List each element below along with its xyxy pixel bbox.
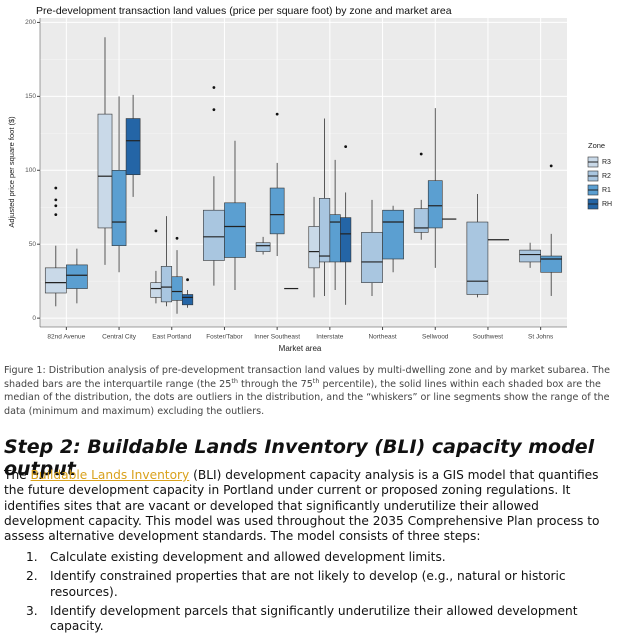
outlier	[175, 236, 179, 240]
box	[66, 264, 88, 289]
caption-superscript: th	[231, 376, 238, 385]
x-tick-label: Inner Southeast	[254, 334, 300, 341]
legend-title: Zone	[588, 141, 605, 150]
legend-label: R2	[602, 173, 611, 180]
paragraph: The Buildable Lands Inventory (BLI) deve…	[4, 468, 620, 544]
x-tick-label: East Portland	[152, 334, 191, 341]
step-number: 1.	[26, 550, 38, 564]
outlier	[419, 152, 423, 156]
outlier	[54, 204, 58, 208]
x-tick-label: Foster/Tabor	[206, 334, 243, 341]
box	[160, 266, 173, 303]
box	[255, 242, 271, 252]
chart-title: Pre-development transaction land values …	[36, 5, 452, 17]
box	[413, 208, 429, 233]
box	[171, 276, 183, 301]
outlier	[212, 86, 216, 89]
x-tick-label: Central City	[102, 334, 137, 341]
box	[319, 198, 331, 263]
outlier	[154, 229, 158, 233]
box	[44, 267, 67, 294]
outlier	[275, 112, 279, 116]
link[interactable]: Buildable Lands Inventory	[30, 468, 190, 482]
box	[308, 226, 320, 269]
y-tick-label: 100	[25, 167, 36, 174]
caption-superscript: th	[312, 376, 320, 385]
box	[382, 209, 404, 260]
step: 1. Calculate existing development and all…	[26, 550, 606, 565]
step-number: 2.	[26, 569, 38, 584]
x-tick-label: Interstate	[316, 334, 343, 341]
figure-caption: Figure 1: Distribution analysis of pre-d…	[4, 364, 616, 418]
outlier	[212, 108, 216, 112]
legend-label: R1	[602, 187, 611, 194]
box	[540, 255, 563, 273]
outlier	[186, 278, 189, 282]
step: 3. Identify development parcels that sign…	[26, 604, 606, 635]
legend-label: R3	[602, 159, 611, 166]
box	[125, 118, 141, 176]
caption-text: through the 75	[238, 378, 313, 390]
box	[203, 209, 225, 261]
box	[340, 217, 352, 263]
box	[111, 169, 127, 246]
box	[361, 232, 383, 283]
step-number: 3.	[26, 603, 38, 618]
y-tick-label: 0	[32, 315, 36, 322]
y-tick-label: 150	[25, 93, 36, 100]
outlier	[54, 186, 58, 190]
y-axis-label: Adjusted price per square foot ($)	[7, 116, 16, 228]
legend-label: RH	[602, 201, 612, 208]
box	[269, 187, 285, 235]
paragraph-text: (BLI) development capacity analysis is a…	[4, 468, 600, 544]
y-tick-label: 200	[25, 19, 36, 26]
steps-list: 1. Calculate existing development and all…	[26, 550, 606, 638]
y-tick-label: 50	[29, 241, 37, 248]
caption-text: Figure 1: Distribution analysis of pre-d…	[4, 365, 611, 390]
x-tick-label: St Johns	[528, 334, 554, 341]
step-text: Calculate existing development and allow…	[50, 550, 446, 564]
caption-text: percentile), the solid lines within each…	[4, 378, 610, 417]
x-tick-label: Sellwood	[422, 334, 449, 341]
section-heading: Step 2: Buildable Lands Inventory (BLI) …	[4, 436, 595, 480]
box	[150, 282, 162, 298]
box	[427, 180, 443, 229]
outlier	[54, 198, 58, 202]
outlier	[549, 164, 553, 168]
chart: Pre-development transaction land values …	[6, 4, 613, 354]
outlier	[344, 145, 348, 149]
x-tick-label: Southwest	[473, 334, 504, 341]
step-text: Identify constrained properties that are…	[50, 569, 566, 599]
x-axis-label: Market area	[279, 344, 322, 353]
x-tick-label: 82nd Avenue	[47, 334, 85, 341]
x-tick-label: Northeast	[368, 334, 396, 341]
box	[181, 294, 194, 306]
box	[97, 113, 113, 229]
box	[224, 202, 246, 258]
step-text: Identify development parcels that signif…	[50, 603, 578, 634]
box	[519, 249, 541, 263]
paragraph-text: The	[4, 468, 31, 482]
outlier	[54, 213, 58, 217]
box	[466, 221, 489, 295]
step: 2. Identify constrained properties that a…	[26, 569, 606, 600]
